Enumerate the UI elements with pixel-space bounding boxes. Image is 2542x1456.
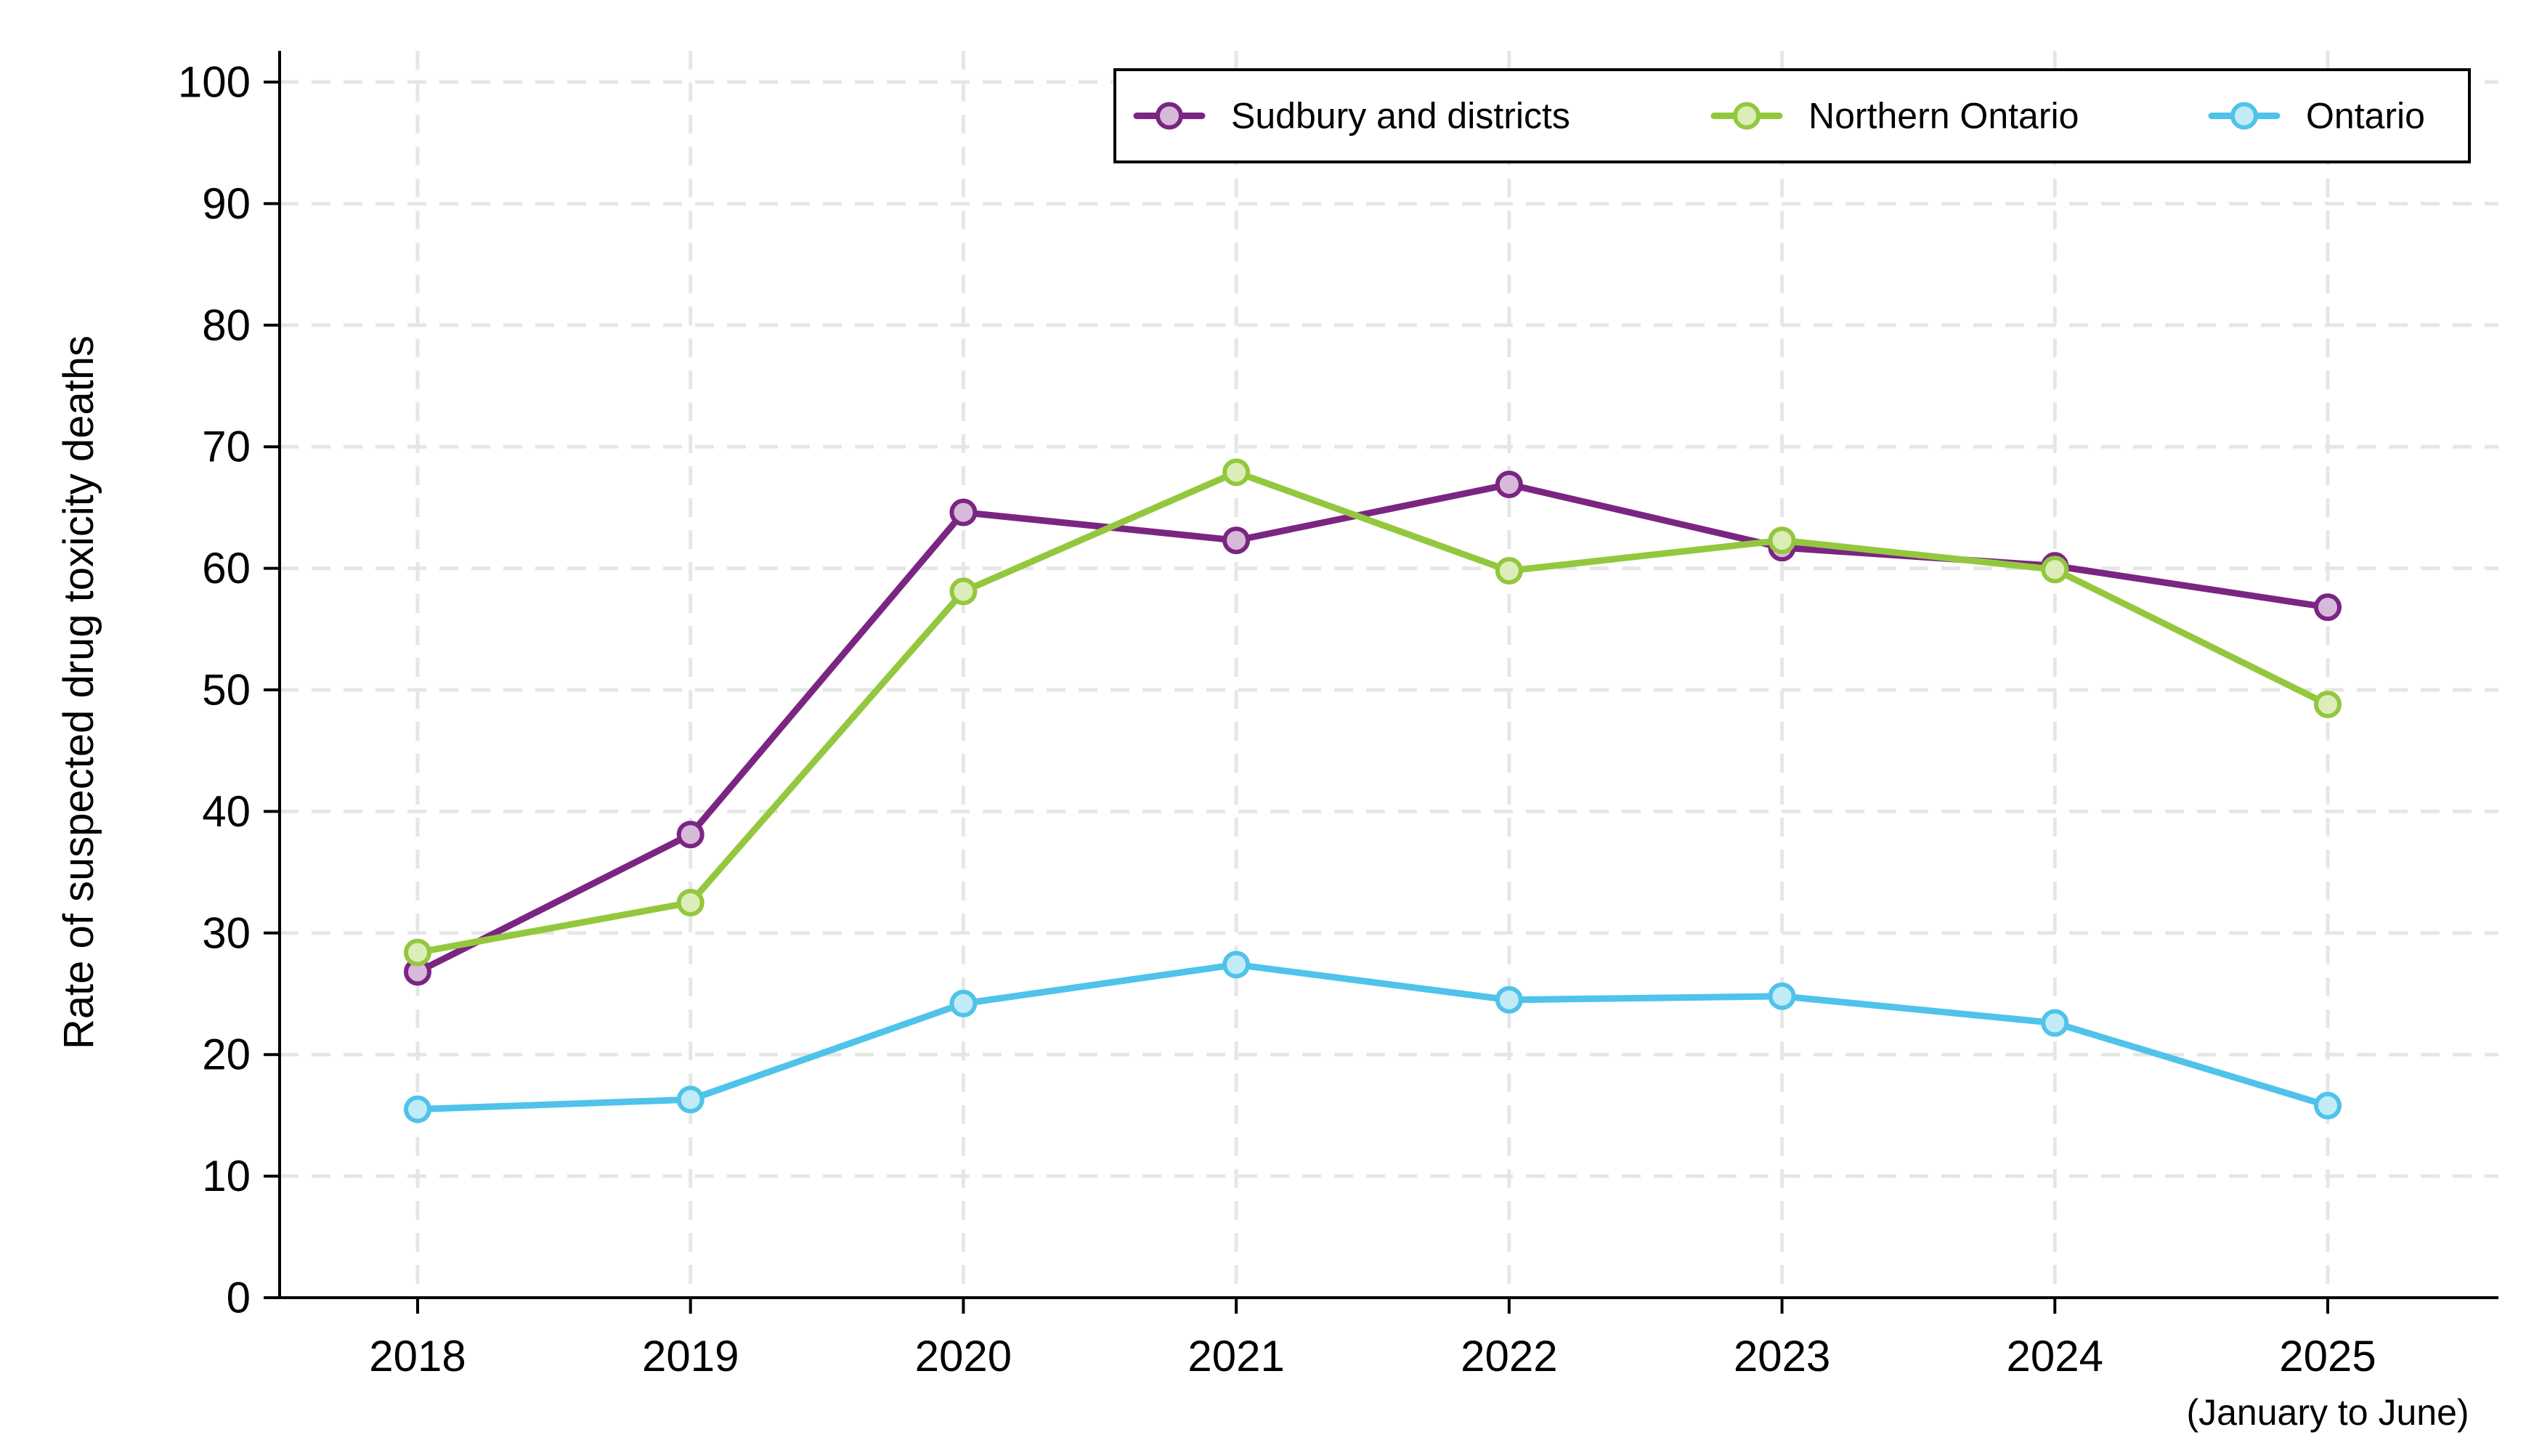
data-point <box>949 577 978 606</box>
series-line <box>414 468 2331 956</box>
x-tick-label: 2023 <box>1734 1332 1830 1380</box>
series-line <box>414 481 2331 975</box>
data-point <box>1495 471 1523 499</box>
y-tick-label: 20 <box>202 1030 251 1079</box>
y-tick-label: 40 <box>202 787 251 836</box>
data-point <box>1768 526 1796 555</box>
legend-swatch-marker <box>1733 102 1761 130</box>
legend-label: Sudbury and districts <box>1231 96 1570 137</box>
y-tick-label: 90 <box>202 179 251 228</box>
data-point <box>2041 1009 2069 1037</box>
data-point <box>1495 556 1523 585</box>
legend-label: Northern Ontario <box>1808 96 2079 137</box>
legend-label: Ontario <box>2306 96 2425 137</box>
series-1 <box>404 458 2342 967</box>
legend: Sudbury and districts Northern Ontario Ont… <box>1113 68 2471 163</box>
y-tick-label: 70 <box>202 423 251 471</box>
x-tick-label: 2020 <box>915 1332 1012 1380</box>
data-point <box>1768 982 1796 1010</box>
x-tick-label: 2022 <box>1461 1332 1557 1380</box>
y-axis-title: Rate of suspected drug toxicity deaths <box>55 335 102 1049</box>
gridlines <box>280 51 2498 1298</box>
data-point <box>1222 458 1251 487</box>
data-point <box>676 1086 704 1114</box>
y-tick-label: 50 <box>202 666 251 715</box>
legend-entry: Sudbury and districts <box>1133 96 1570 137</box>
x-tick-label: 2018 <box>369 1332 466 1380</box>
legend-entry: Northern Ontario <box>1710 96 2079 137</box>
data-point <box>949 498 978 526</box>
data-point <box>676 821 704 849</box>
legend-swatch-marker <box>2230 102 2258 130</box>
data-point <box>2041 556 2069 584</box>
data-point <box>949 989 978 1017</box>
data-point <box>404 1095 431 1123</box>
data-point <box>2314 593 2342 622</box>
data-point <box>2314 1091 2342 1120</box>
x-tick-label: 2025 <box>2279 1332 2376 1380</box>
y-tick-label: 0 <box>227 1274 251 1322</box>
axes: 0 10 20 30 40 50 60 70 80 90 100 2018 2019 2020 2021 20… <box>55 51 2498 1433</box>
series-2 <box>404 951 2342 1123</box>
data-point <box>404 938 431 967</box>
series-lines <box>404 458 2342 1123</box>
legend-entry: Ontario <box>2208 96 2425 137</box>
y-tick-label: 10 <box>202 1152 251 1200</box>
data-point <box>676 888 704 916</box>
x-tick-label: 2024 <box>2007 1332 2103 1380</box>
y-tick-label: 100 <box>178 58 251 107</box>
data-point <box>1495 985 1523 1014</box>
data-point <box>1222 526 1251 555</box>
y-tick-label: 60 <box>202 544 251 593</box>
x-axis-note: (January to June) <box>2186 1392 2469 1433</box>
data-point <box>1222 951 1251 979</box>
x-tick-label: 2019 <box>642 1332 739 1380</box>
data-point <box>2314 691 2342 719</box>
legend-swatch-marker <box>1156 102 1183 130</box>
x-tick-label: 2021 <box>1187 1332 1284 1380</box>
y-tick-label: 80 <box>202 301 251 349</box>
y-tick-label: 30 <box>202 908 251 957</box>
series-line <box>414 961 2331 1113</box>
